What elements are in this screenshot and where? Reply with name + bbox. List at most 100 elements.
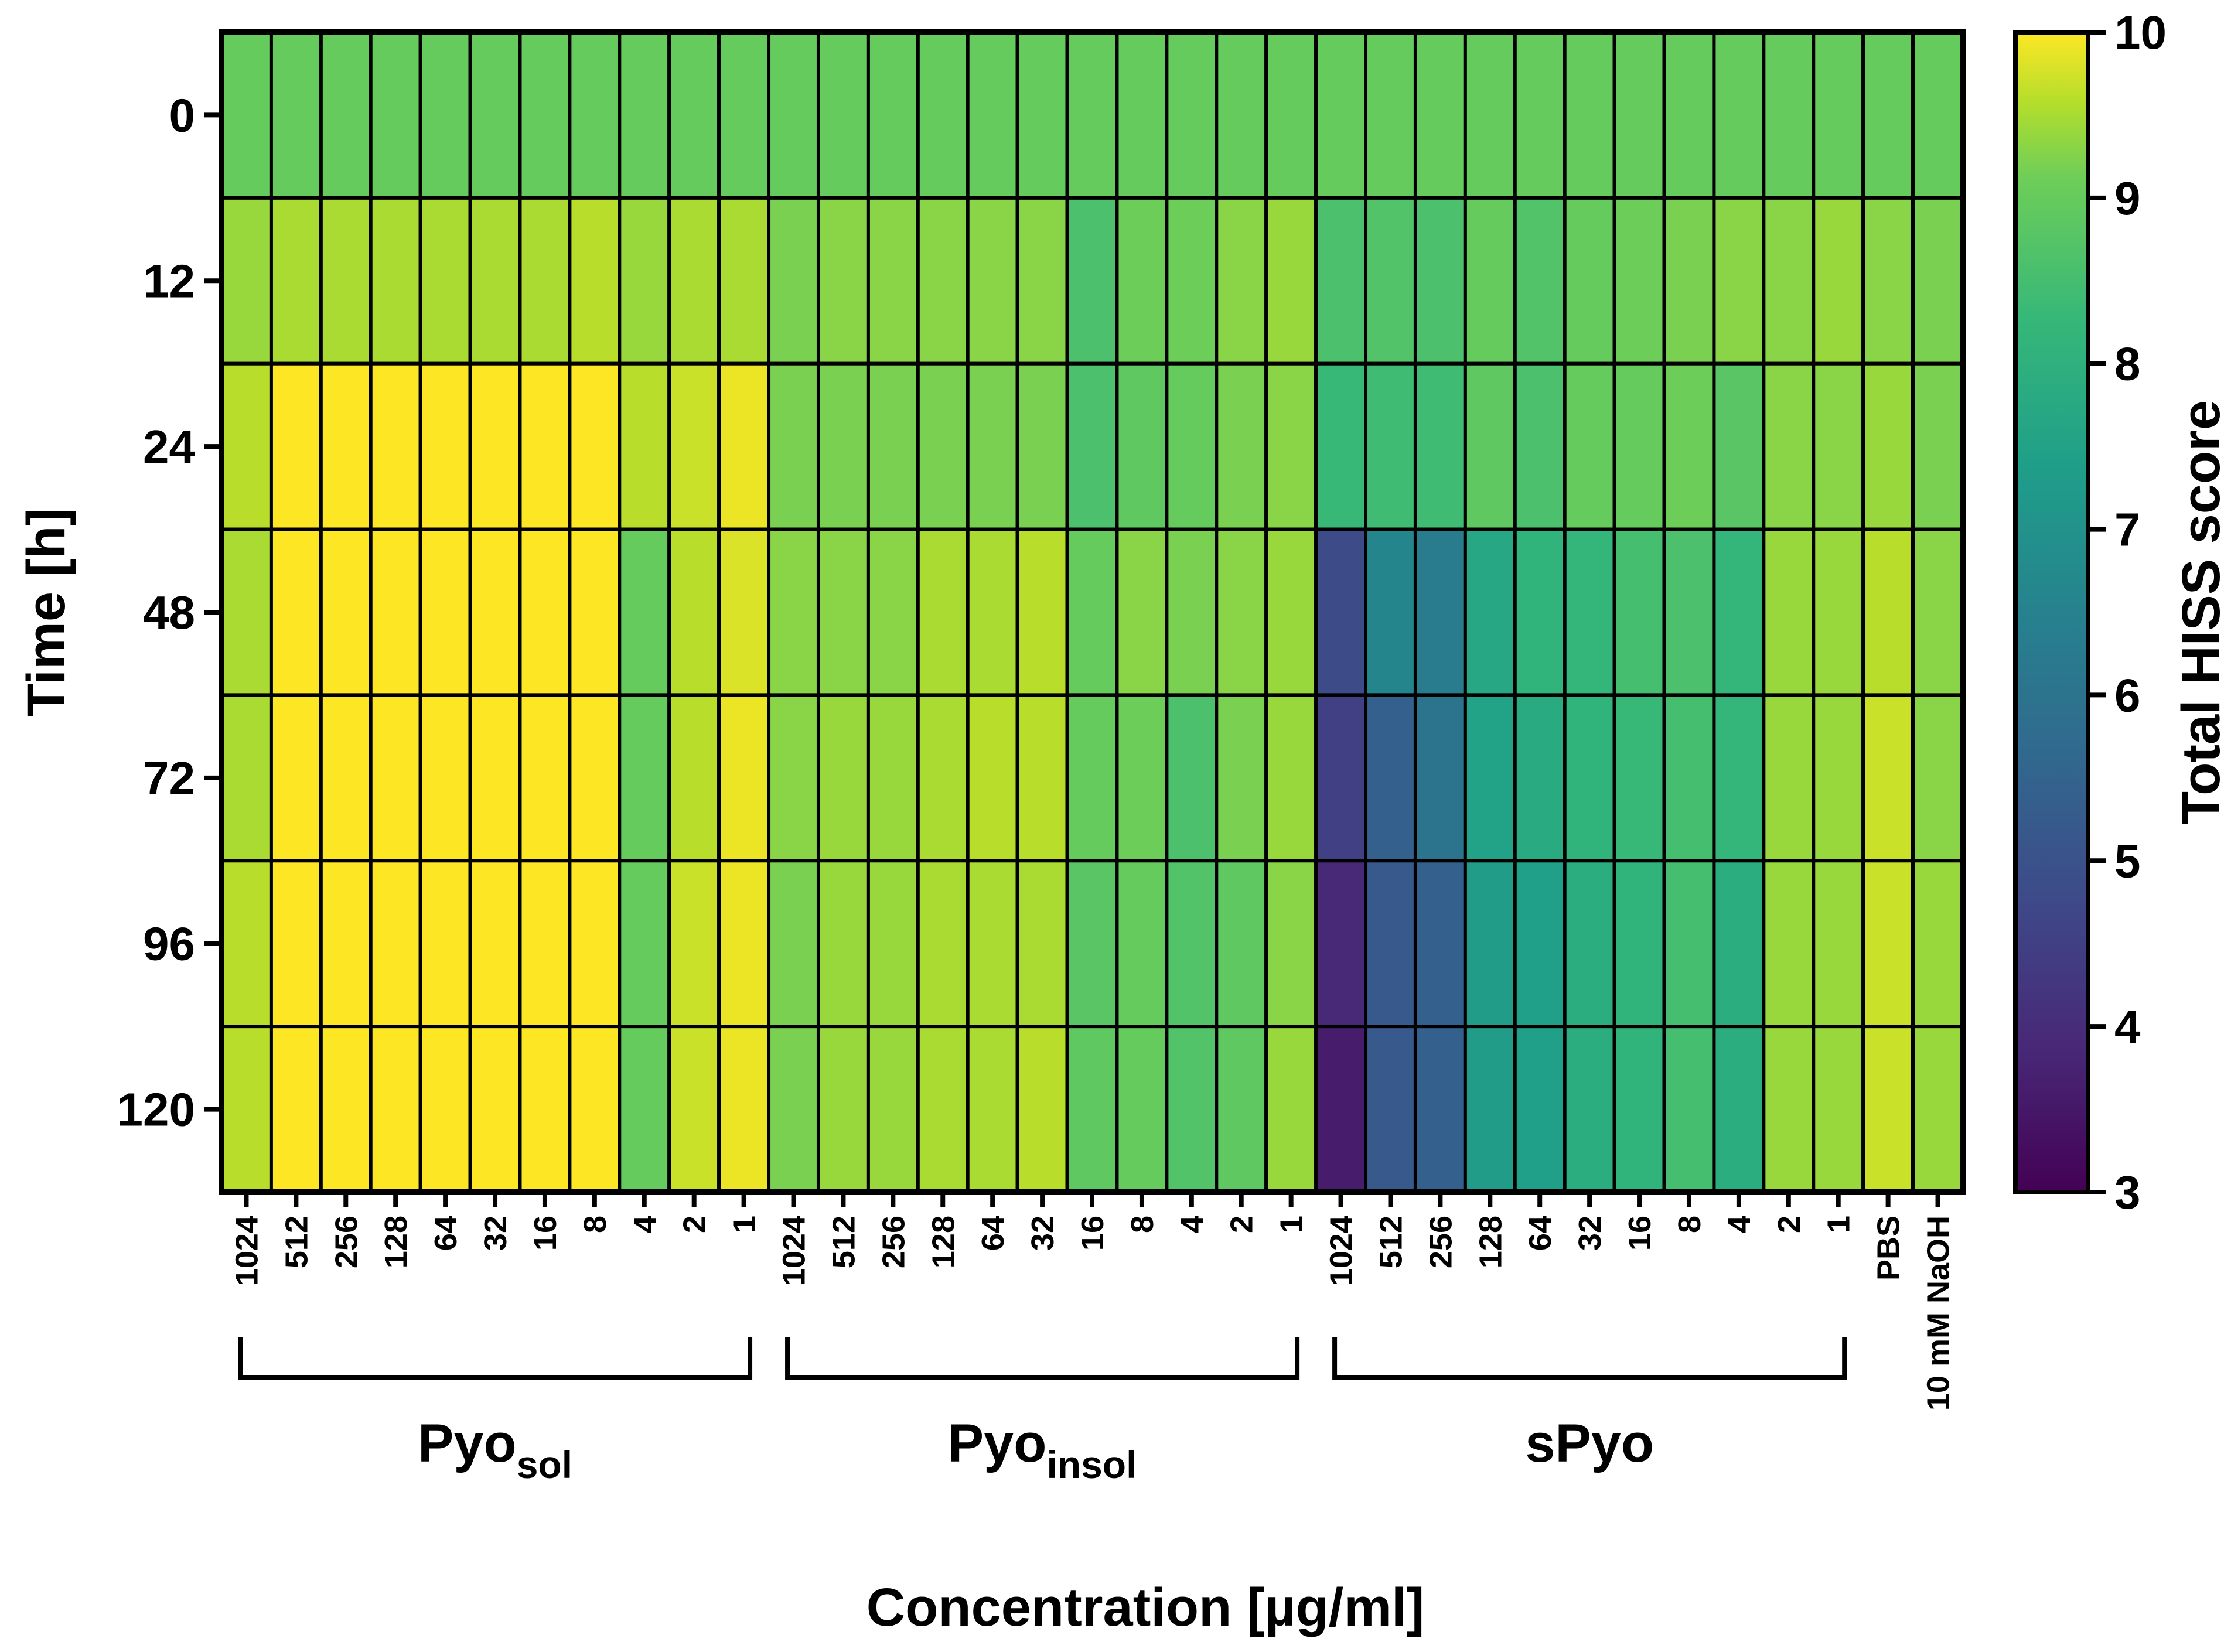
x-tick-label: 1 bbox=[1821, 1216, 1857, 1233]
heatmap-cell bbox=[1115, 527, 1169, 697]
heatmap-cell bbox=[418, 859, 472, 1029]
heatmap-cell bbox=[1612, 527, 1666, 697]
heatmap-cell bbox=[966, 30, 1019, 200]
y-tick-label: 120 bbox=[117, 1084, 195, 1136]
heatmap-cell bbox=[1513, 361, 1567, 531]
x-tick-label: 1024 bbox=[229, 1216, 264, 1286]
heatmap-cell bbox=[1662, 859, 1716, 1029]
heatmap-cell bbox=[866, 527, 920, 697]
heatmap-cell bbox=[220, 693, 273, 863]
heatmap-cell bbox=[1115, 30, 1169, 200]
heatmap-cell bbox=[1065, 859, 1119, 1029]
heatmap-cell bbox=[1413, 693, 1467, 863]
heatmap-cell bbox=[568, 859, 622, 1029]
heatmap-cell bbox=[1463, 30, 1517, 200]
heatmap-cell bbox=[717, 693, 771, 863]
heatmap-cell bbox=[1364, 30, 1417, 200]
heatmap-cell bbox=[1812, 527, 1865, 697]
y-axis-title: Time [h] bbox=[16, 508, 76, 716]
heatmap-cell bbox=[220, 1025, 273, 1194]
heatmap-cell bbox=[1712, 527, 1766, 697]
heatmap-cell bbox=[1911, 859, 1964, 1029]
heatmap-cell bbox=[1463, 1025, 1517, 1194]
heatmap-cell bbox=[618, 361, 671, 531]
group-label-main: Pyo bbox=[418, 1414, 517, 1473]
heatmap-cell bbox=[1513, 693, 1567, 863]
heatmap-cell bbox=[1264, 30, 1318, 200]
heatmap-cell bbox=[1662, 196, 1716, 366]
heatmap-cell bbox=[1413, 1025, 1467, 1194]
heatmap-cell bbox=[667, 30, 721, 200]
heatmap-cell bbox=[618, 859, 671, 1029]
heatmap-cell bbox=[1662, 1025, 1716, 1194]
group-label-main: sPyo bbox=[1525, 1414, 1654, 1473]
x-tick-label: 1 bbox=[727, 1216, 762, 1233]
heatmap-cell bbox=[518, 361, 572, 531]
heatmap-cell bbox=[1065, 196, 1119, 366]
heatmap-cell bbox=[1015, 1025, 1069, 1194]
heatmap-cell bbox=[1812, 361, 1865, 531]
heatmap-cell bbox=[966, 361, 1019, 531]
heatmap-cell bbox=[319, 361, 373, 531]
x-tick-label: 32 bbox=[1572, 1216, 1608, 1251]
group-bracket bbox=[238, 1337, 753, 1380]
heatmap-cell bbox=[568, 196, 622, 366]
x-tick-label: 64 bbox=[428, 1216, 463, 1251]
heatmap-cell bbox=[1115, 1025, 1169, 1194]
heatmap-cell bbox=[1413, 527, 1467, 697]
heatmap-cell bbox=[1165, 196, 1219, 366]
heatmap-cell bbox=[916, 859, 970, 1029]
x-tick-label: 64 bbox=[1523, 1216, 1558, 1251]
heatmap-cell bbox=[1911, 693, 1964, 863]
heatmap-cell bbox=[1413, 859, 1467, 1029]
heatmap-cell bbox=[468, 693, 522, 863]
heatmap-cell bbox=[1861, 527, 1915, 697]
x-tick-label: 256 bbox=[329, 1216, 364, 1268]
heatmap-cell bbox=[1015, 361, 1069, 531]
heatmap-cell bbox=[1065, 1025, 1119, 1194]
heatmap-cell bbox=[866, 693, 920, 863]
heatmap-cell bbox=[1065, 693, 1119, 863]
y-tick-label: 24 bbox=[143, 421, 195, 473]
heatmap-cell bbox=[1115, 361, 1169, 531]
heatmap-cell bbox=[1712, 196, 1766, 366]
heatmap-cell bbox=[1712, 1025, 1766, 1194]
group-brackets: Pyosol Pyoinsol sPyo bbox=[238, 1337, 1847, 1486]
heatmap-cell bbox=[1413, 196, 1467, 366]
heatmap-cell bbox=[1662, 527, 1716, 697]
heatmap-cell bbox=[916, 1025, 970, 1194]
heatmap-cell bbox=[1563, 859, 1616, 1029]
heatmap-cell bbox=[1513, 196, 1567, 366]
group-bracket bbox=[785, 1337, 1300, 1380]
heatmap-cell bbox=[269, 30, 323, 200]
heatmap-cell bbox=[1065, 527, 1119, 697]
heatmap-cell bbox=[1364, 527, 1417, 697]
heatmap-cell bbox=[1563, 693, 1616, 863]
y-tick-label: 12 bbox=[143, 255, 195, 307]
x-tick-label: 8 bbox=[578, 1216, 613, 1233]
heatmap-cell bbox=[767, 361, 820, 531]
x-tick-label: 2 bbox=[1772, 1216, 1807, 1233]
y-tick-label: 72 bbox=[143, 752, 195, 804]
y-tick-label: 48 bbox=[143, 586, 195, 639]
heatmap-cell bbox=[1513, 527, 1567, 697]
heatmap-cell bbox=[1812, 196, 1865, 366]
x-tick-label: 256 bbox=[876, 1216, 911, 1268]
heatmap-cell bbox=[866, 361, 920, 531]
heatmap-cell bbox=[418, 196, 472, 366]
heatmap-cell bbox=[1861, 693, 1915, 863]
heatmap-cell bbox=[1612, 196, 1666, 366]
heatmap-cell bbox=[1861, 361, 1915, 531]
heatmap-cell bbox=[1662, 693, 1716, 863]
heatmap-cell bbox=[1712, 361, 1766, 531]
heatmap-cell bbox=[1215, 361, 1268, 531]
heatmap-cell bbox=[518, 527, 572, 697]
heatmap-cell bbox=[1911, 196, 1964, 366]
heatmap-cell bbox=[1612, 1025, 1666, 1194]
group-label-subscript: insol bbox=[1046, 1443, 1137, 1486]
heatmap-cell bbox=[667, 693, 721, 863]
group-label-subscript: sol bbox=[517, 1443, 572, 1486]
heatmap-cell bbox=[1463, 361, 1517, 531]
heatmap-cell bbox=[1165, 859, 1219, 1029]
heatmap-cell bbox=[1314, 30, 1368, 200]
